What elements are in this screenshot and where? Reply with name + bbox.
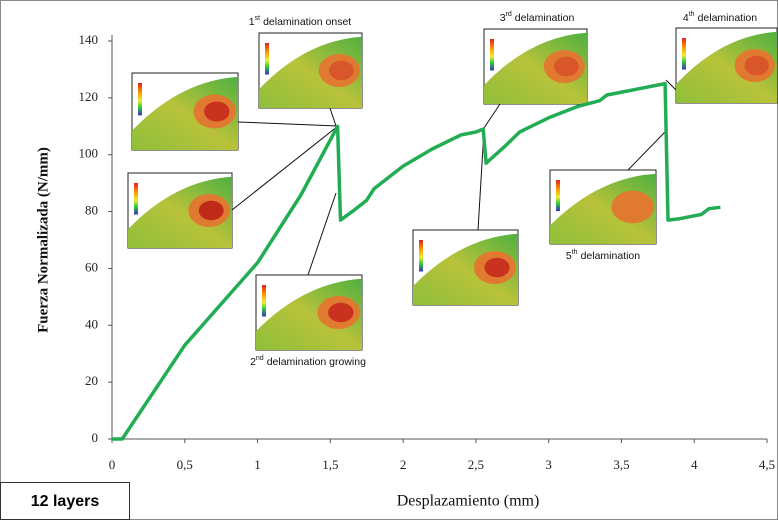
y-tick-label: 140 [79,32,99,47]
leader-line [308,193,336,275]
leader-line [238,122,338,126]
y-tick-label: 0 [92,430,99,445]
y-tick-label: 20 [85,373,98,388]
annotation-text: delamination growing [267,356,366,368]
x-tick-label: 3,5 [613,457,629,472]
x-tick-label: 4 [691,457,698,472]
annotation-suffix: nd [256,355,264,362]
inset-legend [556,180,560,211]
inset-legend [134,183,138,215]
leader-line [484,104,500,128]
x-tick-label: 2,5 [468,457,484,472]
layers-label: 12 layers [31,493,100,510]
annotation-suffix: th [689,11,695,18]
annotation-suffix: rd [506,11,512,18]
annotation-text: delamination [515,12,575,24]
annotation-text: delamination onset [263,16,351,28]
inset-core [329,61,354,81]
annotation-text: delamination [581,250,641,262]
inset-legend [682,38,686,70]
inset-legend [419,240,423,272]
chart: Fuerza Normalizada (N/mm) Desplazamiento… [0,0,778,520]
annotation-suffix: th [572,249,578,256]
annotation-suffix: st [255,15,261,22]
y-tick-label: 40 [85,316,98,331]
y-tick-label: 120 [79,89,99,104]
inset-legend [490,39,494,71]
inset-core [204,101,229,121]
y-tick-label: 100 [79,146,99,161]
inset-core [328,303,353,323]
y-tick-label: 80 [85,203,98,218]
inset-legend [262,285,266,317]
x-tick-label: 0 [109,457,116,472]
y-axis-label: Fuerza Normalizada (N/mm) [35,147,51,333]
x-tick-label: 4,5 [759,457,775,472]
x-tick-label: 3 [545,457,552,472]
leader-line [330,108,336,126]
annotation-text: delamination [698,12,758,24]
inset-core [199,201,224,221]
leader-line [232,126,338,210]
leader-line [666,80,676,90]
x-tick-label: 2 [400,457,407,472]
inset-core [484,258,509,278]
inset-legend [138,83,142,115]
leader-line [628,132,665,170]
x-axis-label: Desplazamiento (mm) [397,493,540,510]
x-tick-label: 0,5 [177,457,193,472]
inset-core [745,56,769,76]
y-tick-label: 60 [85,259,98,274]
inset-legend [265,43,269,75]
frame [1,1,778,520]
inset-core [554,57,579,77]
x-tick-label: 1,5 [322,457,338,472]
x-tick-label: 1 [254,457,261,472]
inset-core [622,197,647,216]
